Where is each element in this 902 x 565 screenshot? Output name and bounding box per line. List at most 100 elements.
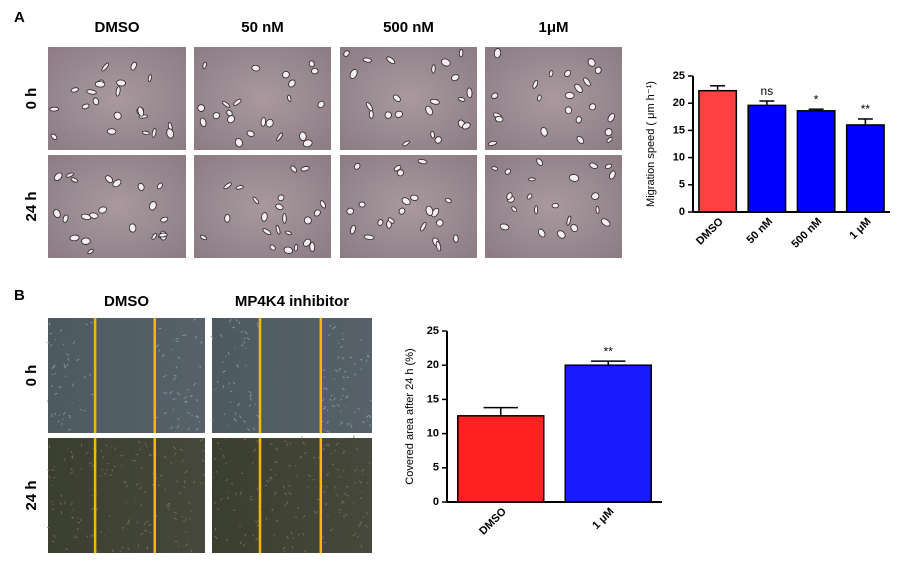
cell-texture — [232, 381, 236, 385]
cell-texture — [288, 491, 292, 496]
cell-texture — [269, 442, 273, 445]
cell-texture — [187, 428, 190, 431]
cell-texture — [240, 344, 244, 347]
cell-texture — [196, 415, 200, 418]
cell-texture — [146, 546, 149, 549]
cell-texture — [239, 415, 242, 419]
panel-label: B — [14, 287, 25, 304]
cell-texture — [255, 520, 258, 523]
cell — [534, 205, 539, 215]
cell-texture — [223, 413, 226, 416]
cell — [105, 175, 114, 184]
cell-texture — [164, 455, 167, 459]
cell — [275, 224, 281, 235]
cell-texture — [225, 462, 227, 465]
cell-texture — [229, 390, 233, 393]
cell — [262, 228, 272, 236]
cell-texture — [172, 446, 177, 450]
cell-texture — [48, 322, 51, 326]
cell-texture — [158, 349, 160, 352]
cell — [434, 136, 442, 144]
cell — [302, 139, 313, 148]
cell — [491, 166, 499, 171]
cell — [417, 158, 428, 165]
cell — [101, 62, 110, 72]
cell — [166, 128, 174, 139]
cell-texture — [71, 456, 74, 460]
cell-texture — [288, 464, 291, 467]
cell-texture — [352, 503, 355, 505]
cell-texture — [326, 472, 329, 476]
y-tick-label: 10 — [673, 152, 685, 164]
cell — [319, 200, 326, 209]
cell-texture — [326, 430, 330, 433]
cell-texture — [345, 395, 349, 399]
cell-texture — [109, 473, 113, 477]
cell — [269, 244, 276, 251]
cell-texture — [336, 403, 340, 407]
cell-texture — [294, 465, 297, 467]
cell-texture — [185, 543, 189, 547]
cell-texture — [323, 490, 326, 494]
cell-texture — [222, 370, 226, 373]
cell-texture — [51, 373, 54, 376]
cell-texture — [86, 535, 89, 538]
cell-texture — [194, 336, 197, 339]
cell-texture — [357, 535, 360, 538]
cell — [80, 213, 92, 221]
cell-texture — [165, 391, 168, 395]
cell-texture — [338, 368, 342, 371]
cell-texture — [140, 532, 144, 536]
cell — [453, 234, 459, 243]
cell-texture — [171, 349, 173, 351]
cell — [350, 224, 356, 235]
cell-texture — [231, 483, 233, 486]
cell — [202, 61, 207, 69]
cell-texture — [213, 389, 215, 391]
cell-texture — [283, 440, 287, 443]
cell-texture — [222, 385, 225, 389]
cell — [346, 207, 354, 215]
cell — [116, 79, 127, 87]
cell-texture — [329, 528, 334, 532]
cell-texture — [63, 366, 66, 369]
cell-texture — [158, 327, 162, 330]
x-tick-label: DMSO — [477, 505, 509, 537]
cell — [564, 106, 573, 115]
bar — [845, 124, 885, 213]
cell-texture — [286, 443, 289, 446]
cell-texture — [269, 479, 271, 481]
cell-texture — [58, 414, 60, 416]
cell-texture — [327, 443, 331, 447]
cell-texture — [99, 475, 102, 478]
cell-texture — [239, 491, 243, 495]
cell-texture — [70, 450, 73, 454]
cell — [234, 138, 243, 148]
cell-texture — [159, 474, 163, 477]
cell-texture — [265, 517, 268, 521]
cell-texture — [183, 458, 185, 461]
micrograph — [485, 47, 622, 150]
cell — [98, 206, 107, 214]
y-tick-label: 10 — [427, 428, 439, 440]
cell-texture — [210, 335, 214, 338]
cell — [147, 74, 152, 82]
cell-texture — [105, 468, 108, 471]
cell-texture — [181, 515, 184, 518]
cell-texture — [364, 524, 368, 528]
cell — [591, 192, 600, 200]
cell-texture — [178, 491, 182, 495]
y-tick-label: 15 — [427, 393, 439, 405]
cell — [160, 216, 169, 223]
cell — [566, 215, 572, 226]
cell-texture — [235, 412, 237, 415]
cell — [137, 183, 145, 191]
cell — [149, 201, 157, 211]
cell-texture — [167, 502, 171, 505]
cell-texture — [176, 340, 179, 343]
cell-texture — [127, 547, 130, 550]
cell-texture — [252, 462, 254, 464]
cell — [487, 140, 498, 146]
cell — [265, 119, 274, 128]
cell-texture — [122, 526, 124, 530]
